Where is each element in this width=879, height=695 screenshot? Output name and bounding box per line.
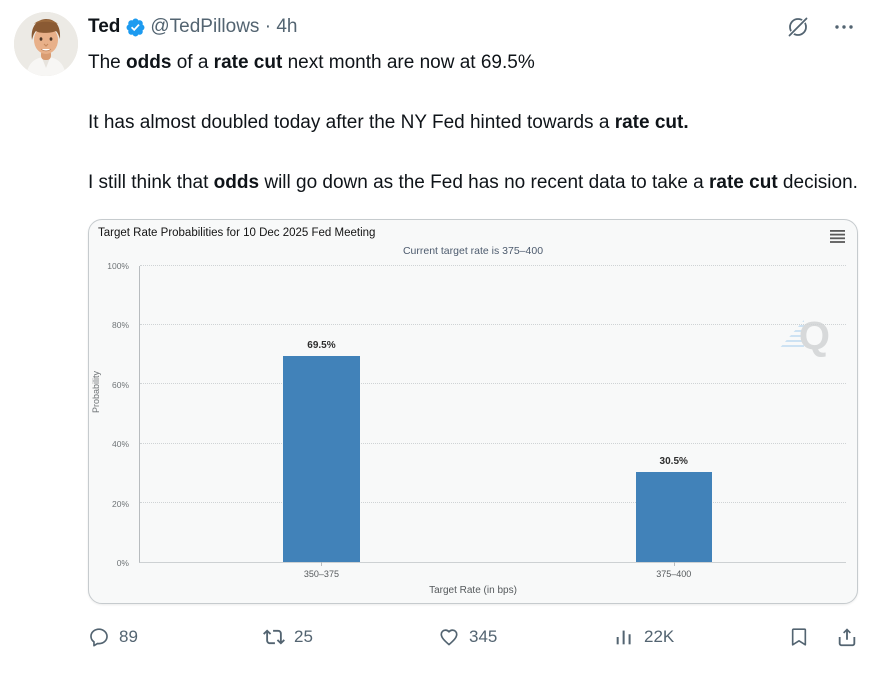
reply-icon	[90, 628, 108, 647]
reply-button[interactable]: 89	[88, 626, 138, 648]
verified-badge-icon	[126, 18, 145, 36]
tweet-text: The odds of a rate cut next month are no…	[88, 42, 858, 198]
avatar[interactable]	[14, 12, 78, 76]
y-tick-label: 0%	[116, 558, 129, 568]
gridline	[140, 324, 846, 326]
author-handle[interactable]: @TedPillows	[150, 16, 260, 37]
y-tick-label: 20%	[111, 498, 129, 509]
views-count: 22K	[644, 627, 675, 646]
heart-icon	[440, 629, 458, 646]
action-bar: 89 25 345	[88, 619, 858, 655]
bar	[283, 356, 360, 562]
category-label: 375–400	[656, 569, 692, 579]
y-tick-label: 80%	[111, 320, 129, 331]
category-label: 350–375	[303, 569, 339, 579]
bar	[635, 471, 712, 562]
more-icon	[835, 25, 853, 29]
avatar-image	[14, 12, 78, 76]
gridline	[140, 442, 846, 444]
bookmark-button[interactable]	[788, 626, 810, 648]
grok-icon	[788, 17, 808, 37]
repost-group: 25	[263, 626, 438, 648]
bookmark-share-group	[788, 626, 858, 648]
x-tick	[321, 562, 323, 566]
y-axis-label: Probability	[91, 370, 101, 413]
reply-group: 89	[88, 626, 263, 648]
x-axis-label: Target Rate (in bps)	[429, 585, 517, 596]
tweet-paragraph: It has almost doubled today after the NY…	[88, 112, 689, 133]
like-count: 345	[469, 627, 498, 646]
reply-count: 89	[119, 627, 138, 646]
repost-count: 25	[294, 627, 313, 646]
hamburger-menu-icon	[830, 230, 845, 243]
author-name[interactable]: Ted	[88, 16, 121, 37]
repost-icon	[263, 629, 285, 645]
tweet-paragraph: I still think that odds will go down as …	[88, 172, 858, 193]
share-button[interactable]	[836, 626, 858, 648]
grok-button[interactable]	[784, 13, 812, 41]
chart-y-ticks: Probability 0% 20% 40% 60% 80% 100%	[89, 261, 135, 568]
views-group: 22K	[613, 626, 788, 648]
bookmark-icon	[791, 628, 807, 646]
chart-menu-button[interactable]	[828, 228, 847, 248]
analytics-icon	[616, 630, 631, 645]
like-button[interactable]: 345	[438, 626, 497, 648]
chart-watermark: Q	[778, 314, 830, 362]
gridline	[140, 383, 846, 385]
gridline	[140, 265, 846, 266]
y-tick-label: 40%	[111, 439, 129, 450]
share-icon	[838, 628, 856, 647]
tweet-post: Ted @TedPillows · 4h The odds of a rate …	[14, 12, 858, 655]
y-tick-label: 60%	[111, 379, 129, 390]
watermark-q-logo: Q	[798, 314, 830, 358]
chart-title: Target Rate Probabilities for 10 Dec 202…	[98, 227, 376, 239]
chart-plot: Q 69.5% 350–375 30.5% 375–400	[139, 265, 846, 579]
like-group: 345	[438, 626, 613, 648]
meta-separator: ·	[259, 16, 277, 37]
gridline	[140, 501, 846, 503]
chart-subtitle: Current target rate is 375–400	[402, 245, 544, 257]
chart-card[interactable]: Target Rate Probabilities for 10 Dec 202…	[88, 219, 858, 604]
repost-button[interactable]: 25	[263, 626, 313, 648]
x-tick	[673, 562, 675, 566]
y-tick-label: 100%	[107, 261, 129, 271]
post-time[interactable]: 4h	[276, 16, 298, 37]
tweet-paragraph: The odds of a rate cut next month are no…	[88, 52, 535, 73]
bar-value-label: 30.5%	[659, 455, 688, 467]
views-button[interactable]: 22K	[613, 626, 674, 648]
more-button[interactable]	[830, 13, 858, 41]
post-header: Ted @TedPillows · 4h	[88, 12, 858, 42]
bar-value-label: 69.5%	[307, 340, 336, 352]
